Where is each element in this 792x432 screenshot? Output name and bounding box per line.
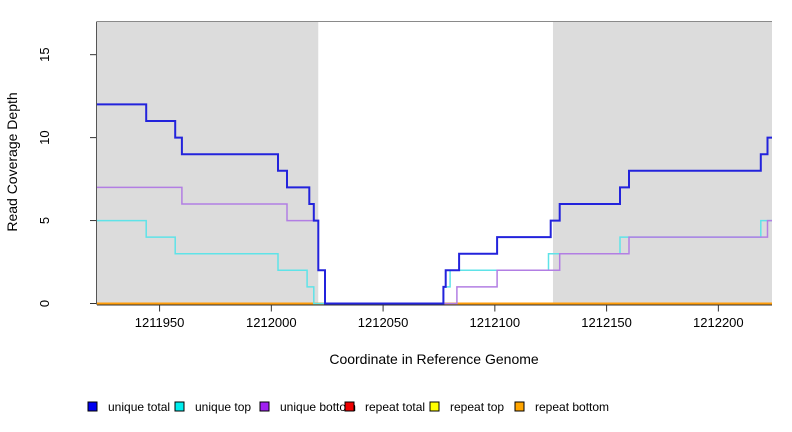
x-tick-label: 1212000 bbox=[246, 315, 297, 330]
series-line-unique-total bbox=[97, 103, 772, 305]
legend-item-label: unique top bbox=[195, 400, 251, 414]
series-lines-layer bbox=[97, 103, 772, 305]
y-axis-title: Read Coverage Depth bbox=[4, 92, 20, 231]
y-tick-label: 5 bbox=[37, 217, 52, 224]
x-tick-label: 1212050 bbox=[358, 315, 409, 330]
legend-item-label: repeat top bbox=[450, 400, 504, 414]
y-tick-label: 0 bbox=[37, 300, 52, 307]
x-axis-title: Coordinate in Reference Genome bbox=[329, 351, 539, 367]
axes-layer: 1211950 1212000 1212050 1212100 1212150 12122… bbox=[37, 21, 772, 330]
legend-item-label: unique total bbox=[108, 400, 170, 414]
legend-swatch bbox=[514, 401, 525, 412]
legend-swatch bbox=[87, 401, 98, 412]
legend-item-unique-top: unique top bbox=[174, 400, 251, 414]
legend-item-label: repeat bottom bbox=[535, 400, 609, 414]
legend-swatch bbox=[174, 401, 185, 412]
legend: unique total unique top unique bottom repea… bbox=[87, 400, 609, 414]
y-tick-label: 10 bbox=[37, 130, 52, 144]
series-line-unique-bottom bbox=[97, 186, 772, 305]
shaded-regions-layer bbox=[97, 21, 772, 304]
x-tick-label: 1212200 bbox=[693, 315, 744, 330]
legend-item-repeat-bottom: repeat bottom bbox=[514, 400, 609, 414]
legend-item-repeat-total: repeat total bbox=[344, 400, 425, 414]
x-tick-label: 1211950 bbox=[135, 315, 185, 330]
legend-item-label: unique bottom bbox=[280, 400, 356, 414]
shaded-region bbox=[97, 21, 319, 304]
legend-item-unique-bottom: unique bottom bbox=[259, 400, 356, 414]
x-tick-label: 1212100 bbox=[470, 315, 521, 330]
legend-swatch bbox=[344, 401, 355, 412]
legend-item-repeat-top: repeat top bbox=[429, 400, 504, 414]
x-tick-label: 1212150 bbox=[581, 315, 632, 330]
legend-swatch bbox=[259, 401, 270, 412]
legend-item-label: repeat total bbox=[365, 400, 425, 414]
legend-swatch bbox=[429, 401, 440, 412]
legend-item-unique-total: unique total bbox=[87, 400, 170, 414]
shaded-region bbox=[552, 21, 772, 304]
y-tick-label: 15 bbox=[37, 47, 52, 61]
